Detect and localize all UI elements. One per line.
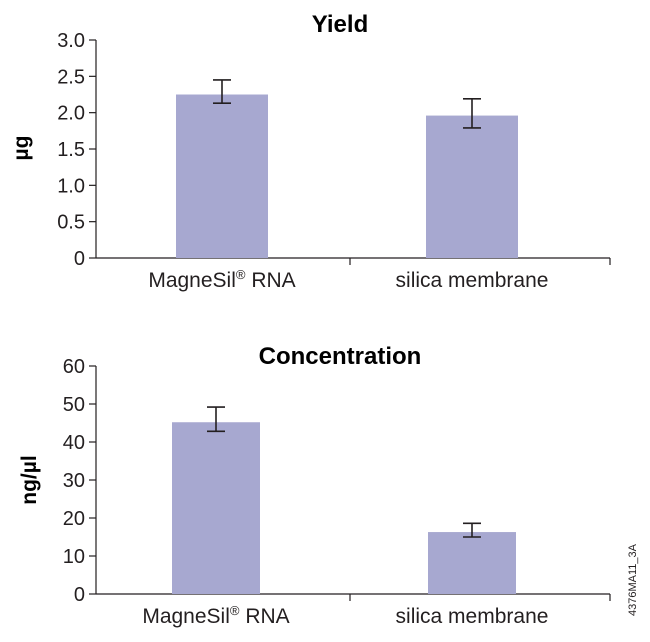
category-label: MagneSil® RNA bbox=[142, 603, 289, 628]
y-axis-label: µg bbox=[10, 136, 33, 161]
y-tick-label: 60 bbox=[63, 356, 85, 378]
category-label: silica membrane bbox=[396, 605, 549, 628]
bar bbox=[176, 94, 268, 258]
category-label: silica membrane bbox=[396, 269, 549, 292]
y-tick-label: 40 bbox=[63, 432, 85, 454]
y-tick-label: 0 bbox=[74, 584, 85, 606]
y-tick-label: 30 bbox=[63, 470, 85, 492]
y-tick-label: 3.0 bbox=[57, 30, 85, 52]
y-tick-label: 50 bbox=[63, 394, 85, 416]
plot-area: 0 0.5 1.0 1.5 2.0 2.5 3.0 MagneSil® RNA silica m… bbox=[57, 30, 611, 292]
y-tick-label: 2.5 bbox=[57, 66, 85, 88]
plot-area: 0 10 20 30 40 50 60 MagneSil® RNA silica membran… bbox=[63, 356, 611, 628]
bar bbox=[426, 115, 518, 258]
y-tick-label: 10 bbox=[63, 546, 85, 568]
y-tick-label: 0.5 bbox=[57, 212, 85, 234]
error-bar bbox=[207, 406, 225, 433]
yield-chart: Yield µg 0 0.5 1.0 1.5 2.0 2.5 3.0 MagneSil® RN… bbox=[10, 11, 611, 292]
y-tick-label: 1.5 bbox=[57, 139, 85, 161]
y-tick-label: 2.0 bbox=[57, 103, 85, 125]
y-tick-label: 1.0 bbox=[57, 175, 85, 197]
chart-title: Yield bbox=[312, 11, 368, 38]
y-tick-label: 0 bbox=[74, 248, 85, 270]
bar bbox=[428, 532, 516, 594]
figure-code: 4376MA11_3A bbox=[627, 543, 639, 616]
category-label: MagneSil® RNA bbox=[148, 267, 295, 292]
concentration-chart: Concentration ng/µl 0 10 20 30 40 50 60 MagneSi… bbox=[18, 343, 611, 628]
bar bbox=[172, 422, 260, 594]
y-axis-label: ng/µl bbox=[18, 455, 41, 504]
error-bar bbox=[213, 79, 231, 105]
y-tick-label: 20 bbox=[63, 508, 85, 530]
error-bar bbox=[463, 98, 481, 129]
chart-title: Concentration bbox=[259, 343, 422, 370]
error-bar bbox=[463, 522, 481, 538]
